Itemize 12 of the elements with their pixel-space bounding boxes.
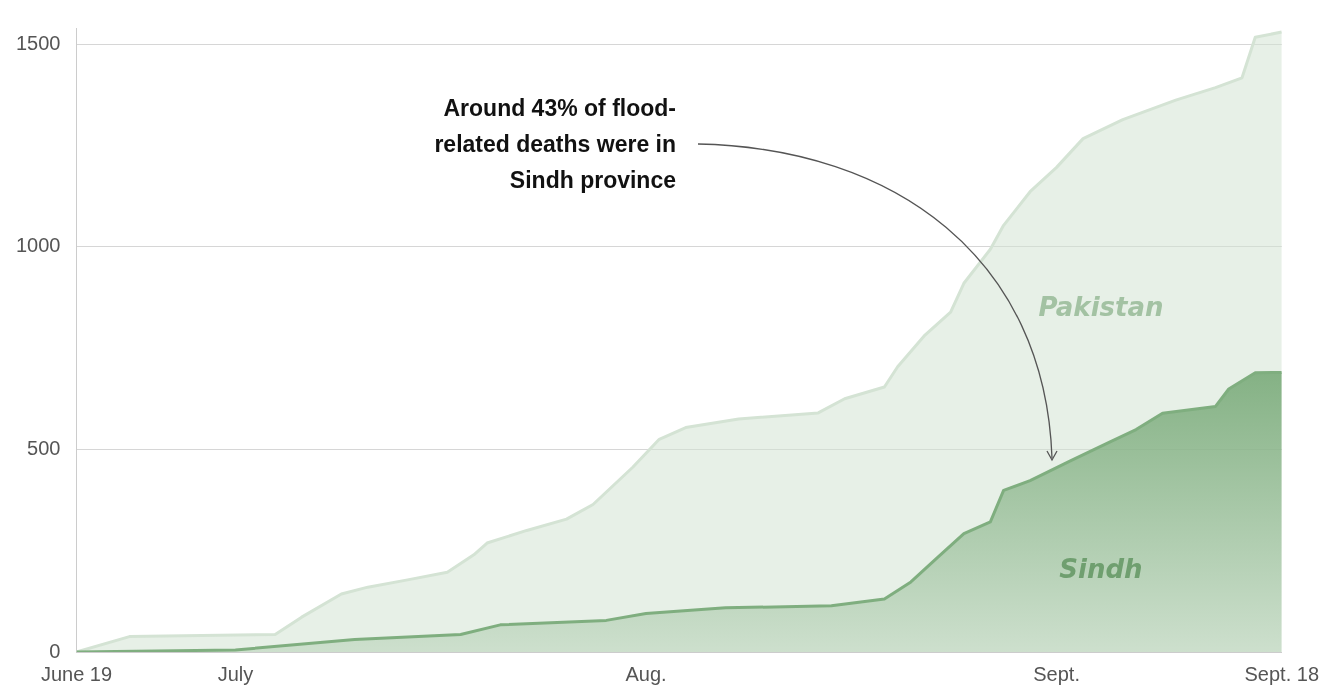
y-tick-label: 0 [49,639,61,662]
y-tick-label: 500 [27,436,61,459]
y-tick-label: 1000 [15,234,61,257]
x-tick-label: Aug. [625,662,667,685]
series-label: Pakistan [1038,291,1164,322]
series-label: Sindh [1059,553,1143,584]
x-tick-label: June 19 [40,662,113,685]
annotation: Around 43% of flood-related deaths were in Sindh province [410,88,680,200]
y-tick-label: 1500 [15,31,61,54]
x-tick-label: July [217,662,254,685]
x-tick-label: Sept. [1033,662,1080,685]
x-tick-label: Sept. 18 [1244,662,1320,685]
